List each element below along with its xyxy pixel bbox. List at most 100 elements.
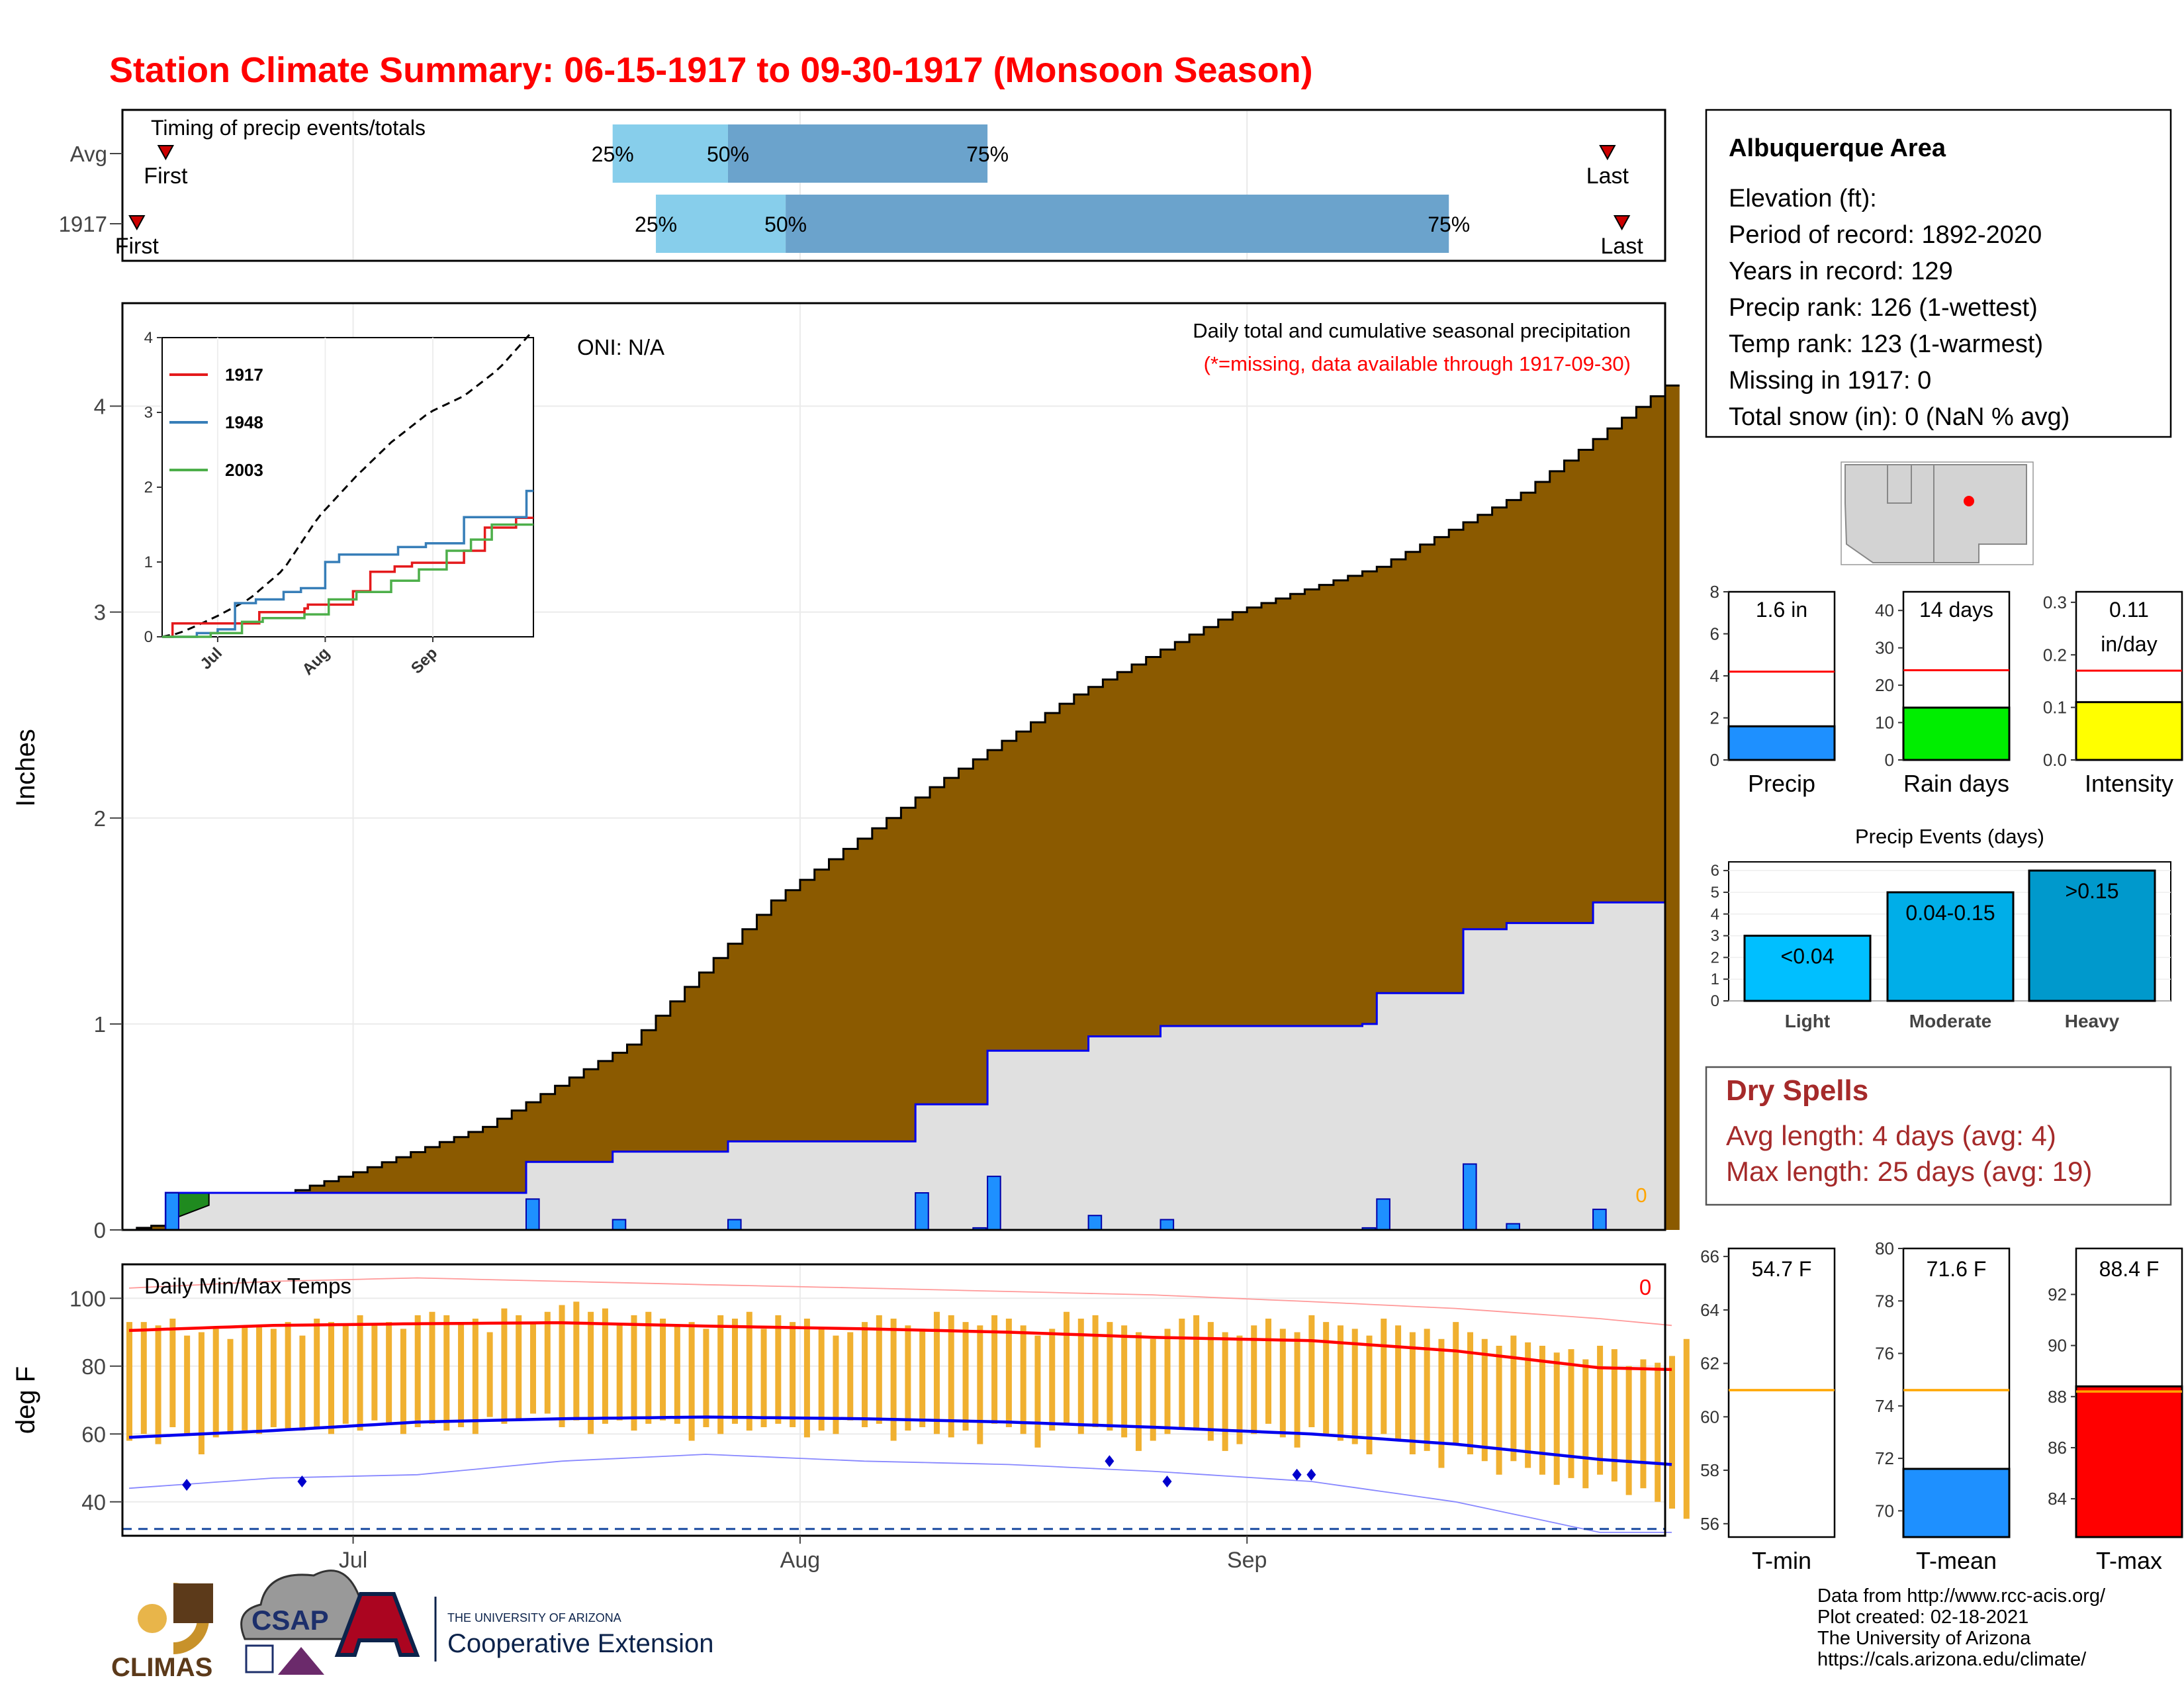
- record-min-line: [128, 1454, 1672, 1533]
- temp-bar-tick-label: 86: [2048, 1438, 2067, 1458]
- daily-temp-bar: [314, 1319, 320, 1427]
- small-bar-tick-label: 0: [1885, 750, 1894, 770]
- daily-temp-bar: [1308, 1315, 1315, 1427]
- season-total-rain-days: 0 10 20 30 40 14 days Rain days: [1875, 590, 2011, 797]
- daily-temp-bar: [905, 1325, 911, 1431]
- daily-temp-bar: [1366, 1335, 1373, 1454]
- inset-series-2003: [162, 523, 533, 638]
- daily-temp-bar: [933, 1311, 940, 1434]
- daily-temp-bar: [1539, 1346, 1545, 1475]
- record-low-marker: [1105, 1455, 1115, 1468]
- avg-cumulative-line: [122, 384, 1680, 1231]
- daily-temp-bar: [1510, 1335, 1517, 1462]
- daily-precip-bar: [1463, 1163, 1477, 1231]
- daily-temp-bar: [1005, 1319, 1012, 1427]
- temp-bar-tick-label: 60: [1700, 1407, 1719, 1427]
- daily-temp-bar: [731, 1319, 738, 1424]
- first-event-marker: [128, 215, 146, 231]
- temp-bar-value: [2075, 1385, 2183, 1538]
- daily-temp-bar: [1236, 1335, 1243, 1444]
- precip-ytick-label: 4: [94, 395, 106, 419]
- daily-temp-bar: [1467, 1332, 1474, 1454]
- date-axis: Jul Aug Sep: [339, 1536, 1267, 1573]
- inset-legend-label: 1948: [225, 412, 263, 432]
- daily-temp-bar: [429, 1311, 435, 1424]
- temp-bar-value-label: 88.4 F: [2099, 1257, 2160, 1281]
- oni-label: ONI: N/A: [577, 335, 664, 359]
- daily-temp-bar: [501, 1308, 508, 1424]
- precip-missing-count: 0: [1635, 1184, 1647, 1207]
- daily-precip-bar: [1376, 1198, 1390, 1231]
- precip-ytick-label: 1: [94, 1012, 106, 1037]
- climas-logo: CLIMAS: [111, 1583, 213, 1682]
- daily-temp-bar: [760, 1329, 767, 1427]
- daily-temp-bar: [1625, 1366, 1632, 1495]
- q75-label: 75%: [1428, 212, 1470, 236]
- temp-ylabel: deg F: [11, 1366, 40, 1434]
- daily-temp-bar: [1020, 1325, 1026, 1434]
- csap-logo: CSAP: [240, 1570, 378, 1675]
- small-bar-tick-label: 30: [1875, 638, 1894, 658]
- small-bar-tick-label: 0.2: [2043, 645, 2067, 665]
- daily-temp-bar: [126, 1322, 132, 1441]
- inset-ytick-label: 0: [144, 628, 153, 646]
- avg-max-line: [128, 1321, 1672, 1372]
- record-low-marker: [1306, 1468, 1316, 1481]
- season-temp-t-mean: 70 72 74 76 78 80 71.6 F T-mean: [1875, 1239, 2011, 1574]
- daily-temp-bar: [443, 1315, 450, 1431]
- daily-temp-bar: [1424, 1329, 1430, 1451]
- daily-precip-bar: [1592, 1208, 1607, 1231]
- daily-precip-bar: [525, 1198, 540, 1231]
- precip-events-panel: Precip Events (days) 0 1 2 3 4 5 6 <0.04 Light 0.0…: [1711, 825, 2171, 1031]
- daily-temp-bar: [616, 1325, 623, 1421]
- daily-temp-bar: [775, 1315, 782, 1424]
- daily-temp-bar: [890, 1319, 897, 1441]
- timing-title: Timing of precip events/totals: [151, 116, 426, 140]
- daily-temp-bar: [746, 1311, 752, 1431]
- footer-line: https://cals.arizona.edu/climate/: [1817, 1649, 2087, 1670]
- daily-temp-bar: [876, 1315, 882, 1424]
- station-line: Period of record: 1892-2020: [1729, 221, 2042, 249]
- daily-temp-bar: [631, 1315, 637, 1431]
- daily-temp-bar: [1034, 1335, 1041, 1448]
- footer-line: The University of Arizona: [1817, 1628, 2031, 1649]
- events-bar: [2028, 869, 2156, 1002]
- temp-bar-category: T-mean: [1916, 1547, 1997, 1574]
- events-category: Heavy: [2065, 1011, 2120, 1031]
- small-bar-category: Precip: [1748, 770, 1815, 797]
- small-bar-tick-label: 40: [1875, 600, 1894, 620]
- precip-ytick-label: 2: [94, 806, 106, 831]
- small-bar-tick-label: 0: [1710, 750, 1719, 770]
- temp-bar-tick-label: 70: [1875, 1501, 1894, 1521]
- daily-temp-bar: [1395, 1325, 1402, 1441]
- small-bar-tick-label: 0.1: [2043, 698, 2067, 718]
- last-event-label: Last: [1586, 164, 1629, 189]
- daily-temp-bar: [1279, 1329, 1286, 1438]
- events-bar: [1886, 891, 2015, 1002]
- daily-temp-bar: [1121, 1325, 1128, 1438]
- temp-title: Daily Min/Max Temps: [144, 1274, 351, 1298]
- csap-text: CSAP: [251, 1605, 329, 1636]
- record-low-marker: [1292, 1468, 1302, 1481]
- daily-temp-bar: [357, 1315, 363, 1431]
- daily-temp-bar: [1135, 1332, 1142, 1451]
- daily-temp-bar: [559, 1305, 565, 1427]
- footer-line: Data from http://www.rcc-acis.org/: [1817, 1585, 2106, 1607]
- events-tick-label: 2: [1711, 949, 1719, 966]
- first-event-label: First: [115, 234, 159, 259]
- daily-temp-bar: [1381, 1319, 1387, 1434]
- q50-label: 50%: [764, 212, 807, 236]
- timing-panel: Timing of precip events/totals Avg 25% 50% 7…: [59, 109, 1666, 262]
- season-total-intensity: 0.0 0.1 0.2 0.3 0.11 in/day Intensity: [2043, 590, 2183, 797]
- daily-temp-bar: [328, 1322, 334, 1434]
- temp-bar-category: T-min: [1752, 1547, 1811, 1574]
- missing-note: (*=missing, data available through 1917-…: [1204, 352, 1631, 375]
- small-bar-value-label: 0.11: [2109, 598, 2149, 622]
- season-totals-bars: 0 2 4 6 8 1.6 in Precip 0 10 20 30 40 14 days Rain da…: [1710, 582, 2183, 797]
- temp-bar-value: [1902, 1468, 2011, 1538]
- temp-bar-tick-label: 74: [1875, 1396, 1894, 1416]
- daily-temp-bar: [1351, 1329, 1358, 1444]
- daily-temp-bar: [486, 1332, 493, 1417]
- temp-ytick-label: 60: [81, 1422, 106, 1446]
- daily-temp-bar: [1222, 1332, 1228, 1451]
